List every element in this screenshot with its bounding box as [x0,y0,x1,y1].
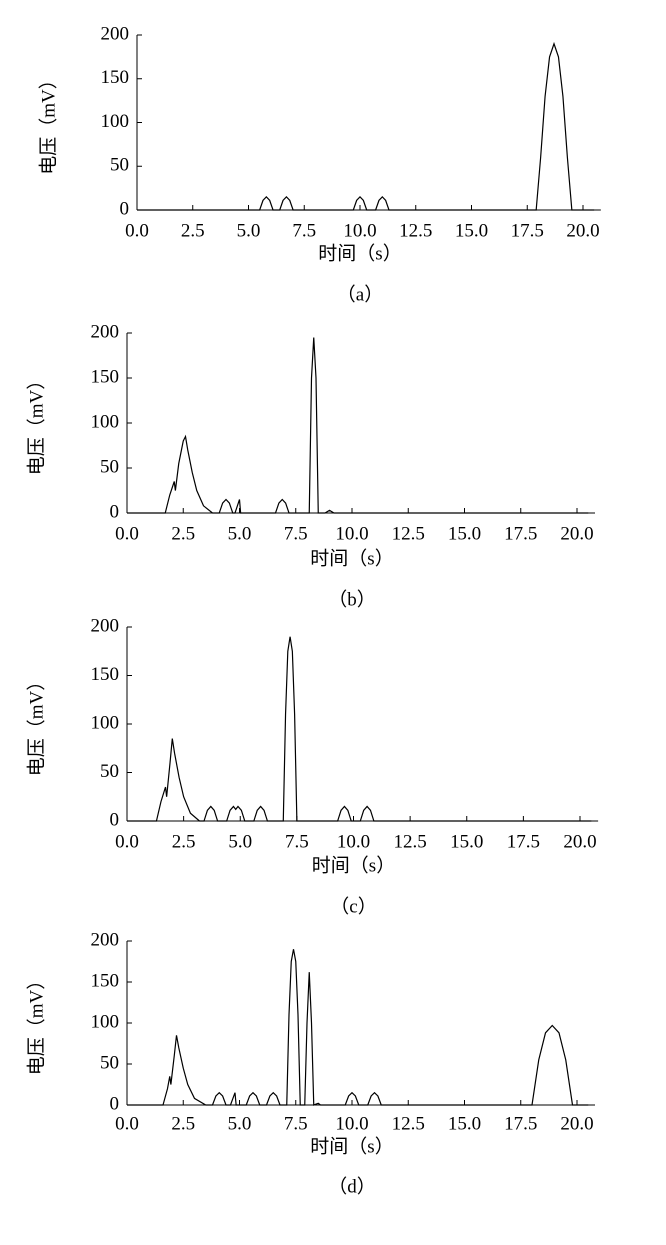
x-tick-label: 20.0 [560,523,593,544]
x-tick-label: 20.0 [566,220,599,241]
x-tick-label: 7.5 [285,831,309,852]
x-tick-label: 2.5 [172,831,196,852]
y-tick-label: 150 [91,366,120,387]
x-tick-label: 0.0 [115,523,139,544]
x-tick-label: 15.0 [450,831,483,852]
y-tick-label: 200 [91,929,120,950]
x-tick-label: 12.5 [392,1113,425,1134]
x-tick-label: 12.5 [392,523,425,544]
caption: （c） [330,895,376,917]
y-tick-label: 150 [91,664,120,685]
y-axis-label: 电压（mV） [37,70,59,175]
data-line [127,337,589,514]
caption: （d） [328,1175,376,1197]
y-tick-label: 100 [91,1011,120,1032]
caption: （a） [337,283,383,305]
y-axis-label: 电压（mV） [25,971,47,1076]
y-tick-label: 50 [100,456,119,477]
x-tick-label: 15.0 [448,1113,481,1134]
y-tick-label: 0 [110,809,120,830]
x-axis-label: 时间（s） [310,547,393,569]
y-tick-label: 150 [101,67,130,88]
x-tick-label: 2.5 [171,1113,195,1134]
x-tick-label: 10.0 [335,1113,368,1134]
x-tick-label: 7.5 [284,1113,308,1134]
data-line [127,949,589,1106]
x-tick-label: 5.0 [228,1113,252,1134]
x-tick-label: 2.5 [181,220,205,241]
x-axis-label: 时间（s） [312,854,395,876]
x-tick-label: 7.5 [284,523,308,544]
y-tick-label: 200 [101,23,130,44]
y-tick-label: 100 [91,712,120,733]
x-tick-label: 10.0 [337,831,370,852]
y-tick-label: 50 [110,155,129,176]
x-axis-label: 时间（s） [310,1135,393,1157]
x-tick-label: 7.5 [292,220,316,241]
x-tick-label: 17.5 [504,1113,537,1134]
x-tick-label: 12.5 [399,220,432,241]
x-tick-label: 10.0 [335,523,368,544]
x-tick-label: 0.0 [115,831,139,852]
x-tick-label: 20.0 [563,831,596,852]
caption: （b） [328,588,376,610]
x-tick-label: 5.0 [228,523,252,544]
y-tick-label: 200 [91,615,120,636]
data-line [137,41,595,211]
y-tick-label: 150 [91,970,120,991]
x-tick-label: 5.0 [228,831,252,852]
x-tick-label: 0.0 [125,220,149,241]
x-tick-label: 20.0 [560,1113,593,1134]
x-tick-label: 0.0 [115,1113,139,1134]
x-tick-label: 12.5 [394,831,427,852]
x-tick-label: 17.5 [507,831,540,852]
x-tick-label: 17.5 [511,220,544,241]
x-tick-label: 5.0 [237,220,261,241]
y-tick-label: 50 [100,1052,119,1073]
data-line [127,636,592,822]
x-tick-label: 15.0 [455,220,488,241]
x-axis-label: 时间（s） [318,242,401,264]
y-tick-label: 0 [110,1093,120,1114]
y-tick-label: 200 [91,321,120,342]
y-tick-label: 100 [101,111,130,132]
y-tick-label: 50 [100,761,119,782]
x-tick-label: 10.0 [343,220,376,241]
y-tick-label: 0 [110,501,120,522]
y-axis-label: 电压（mV） [25,672,47,777]
y-axis-label: 电压（mV） [25,371,47,476]
x-tick-label: 15.0 [448,523,481,544]
y-tick-label: 0 [120,198,130,219]
x-tick-label: 2.5 [171,523,195,544]
x-tick-label: 17.5 [504,523,537,544]
y-tick-label: 100 [91,411,120,432]
